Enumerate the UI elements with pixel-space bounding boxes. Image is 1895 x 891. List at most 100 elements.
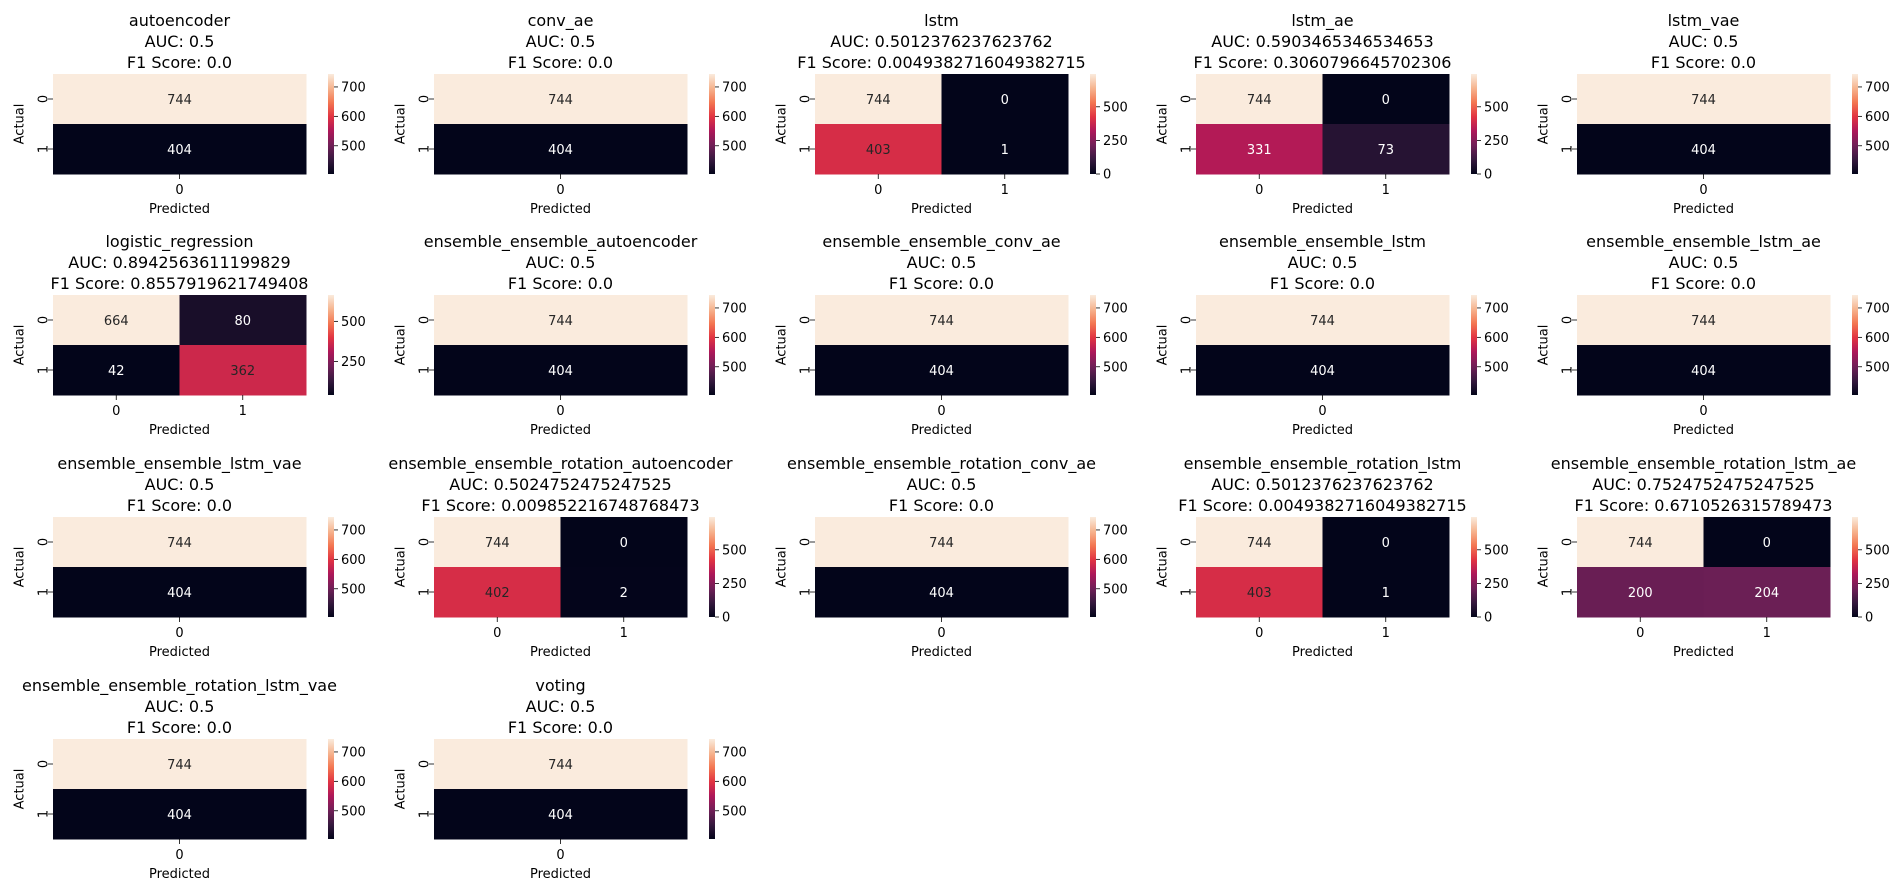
x-axis-label: Predicted (911, 645, 972, 660)
colorbar-tick-label: 500 (1484, 100, 1509, 115)
cell-value-label: 744 (167, 536, 192, 551)
cell-value-label: 744 (1691, 93, 1716, 108)
heatmap-cell (434, 517, 561, 568)
x-tick-label: 0 (175, 183, 183, 198)
cell-value-label: 404 (929, 364, 954, 379)
heatmap-cell (815, 517, 1069, 568)
x-tick-label: 0 (556, 183, 564, 198)
cell-value-label: 744 (548, 314, 573, 329)
x-axis-label: Predicted (149, 423, 210, 438)
heatmap-cell (1577, 74, 1831, 125)
cell-value-label: 404 (1691, 364, 1716, 379)
heatmap-cell (1703, 517, 1831, 568)
cell-value-label: 2 (620, 586, 628, 601)
x-axis-label: Predicted (530, 202, 591, 217)
x-axis-label: Predicted (1673, 645, 1734, 660)
colorbar-tick-label: 700 (722, 301, 747, 316)
cell-value-label: 403 (866, 143, 891, 158)
heatmap-cell (53, 789, 307, 840)
auc-label: AUC: 0.5 (145, 697, 215, 716)
colorbar-tick-label: 500 (1484, 360, 1509, 375)
heatmap-cell (1322, 124, 1450, 175)
y-axis-label: Actual (775, 104, 790, 145)
y-axis-label: Actual (13, 769, 28, 810)
auc-label: AUC: 0.5012376237623762 (830, 32, 1052, 51)
cell-value-label: 744 (167, 93, 192, 108)
cell-value-label: 200 (1628, 586, 1653, 601)
heatmap-cell (434, 74, 688, 125)
colorbar-tick-label: 0 (1865, 611, 1873, 626)
x-tick-label: 1 (239, 404, 247, 419)
colorbar-tick-label: 500 (1103, 100, 1128, 115)
heatmap-cell (53, 74, 307, 125)
y-tick-label: 0 (37, 316, 52, 324)
colorbar-tick-label: 500 (341, 139, 366, 154)
cell-value-label: 664 (104, 314, 129, 329)
y-tick-label: 0 (418, 95, 433, 103)
y-tick-label: 1 (418, 145, 433, 153)
confusion-matrix-ensemble_ensemble_rotation_lstm_vae: ensemble_ensemble_rotation_lstm_vaeAUC: … (13, 676, 366, 882)
y-axis-label: Actual (775, 547, 790, 588)
colorbar-tick-label: 600 (722, 110, 747, 125)
heatmap-cell (1196, 74, 1323, 125)
x-tick-label: 1 (1382, 183, 1390, 198)
y-tick-label: 0 (418, 316, 433, 324)
f1-label: F1 Score: 0.0 (127, 53, 232, 72)
colorbar-tick-label: 500 (1484, 543, 1509, 558)
heatmap-cell (815, 295, 1069, 346)
x-tick-label: 0 (112, 404, 120, 419)
x-axis-label: Predicted (149, 867, 210, 882)
heatmap-cell (434, 124, 688, 175)
heatmap-cell (179, 345, 307, 396)
y-tick-label: 1 (1561, 366, 1576, 374)
x-tick-label: 0 (1255, 626, 1263, 641)
f1-label: F1 Score: 0.6710526315789473 (1575, 496, 1833, 515)
heatmap-cell (53, 124, 307, 175)
chart-title: ensemble_ensemble_lstm_vae (57, 454, 301, 474)
x-axis-label: Predicted (1292, 202, 1353, 217)
auc-label: AUC: 0.5 (1669, 253, 1739, 272)
heatmap-cell (560, 567, 688, 618)
heatmap-cell (1577, 567, 1704, 618)
cell-value-label: 744 (1247, 93, 1272, 108)
heatmap-cell (1196, 295, 1450, 346)
colorbar-tick-label: 250 (1103, 134, 1128, 149)
heatmap-cell (941, 74, 1069, 125)
y-axis-label: Actual (775, 325, 790, 366)
f1-label: F1 Score: 0.0 (889, 496, 994, 515)
colorbar-tick-label: 700 (1103, 523, 1128, 538)
colorbar-tick-label: 600 (341, 553, 366, 568)
y-tick-label: 1 (1180, 588, 1195, 596)
y-axis-label: Actual (1537, 104, 1552, 145)
heatmap-cell (434, 567, 561, 618)
cell-value-label: 744 (485, 536, 510, 551)
colorbar (709, 739, 715, 839)
auc-label: AUC: 0.5 (145, 475, 215, 494)
x-axis-label: Predicted (911, 202, 972, 217)
f1-label: F1 Score: 0.0 (508, 718, 613, 737)
auc-label: AUC: 0.5024752475247525 (449, 475, 671, 494)
chart-title: ensemble_ensemble_rotation_lstm (1184, 454, 1462, 474)
f1-label: F1 Score: 0.0 (1651, 274, 1756, 293)
f1-label: F1 Score: 0.009852216748768473 (421, 496, 699, 515)
y-tick-label: 0 (37, 760, 52, 768)
auc-label: AUC: 0.5 (1288, 253, 1358, 272)
colorbar-tick-label: 500 (1865, 543, 1890, 558)
x-tick-label: 0 (175, 848, 183, 863)
auc-label: AUC: 0.5012376237623762 (1211, 475, 1433, 494)
y-tick-label: 0 (1561, 316, 1576, 324)
cell-value-label: 331 (1247, 143, 1272, 158)
cell-value-label: 42 (108, 364, 125, 379)
f1-label: F1 Score: 0.0 (508, 274, 613, 293)
y-tick-label: 1 (799, 588, 814, 596)
heatmap-cell (53, 517, 307, 568)
chart-title: ensemble_ensemble_lstm_ae (1586, 232, 1821, 252)
heatmap-cell (434, 295, 688, 346)
colorbar-tick-label: 700 (1865, 80, 1890, 95)
f1-label: F1 Score: 0.8557919621749408 (51, 274, 309, 293)
y-tick-label: 0 (37, 95, 52, 103)
cell-value-label: 744 (929, 536, 954, 551)
